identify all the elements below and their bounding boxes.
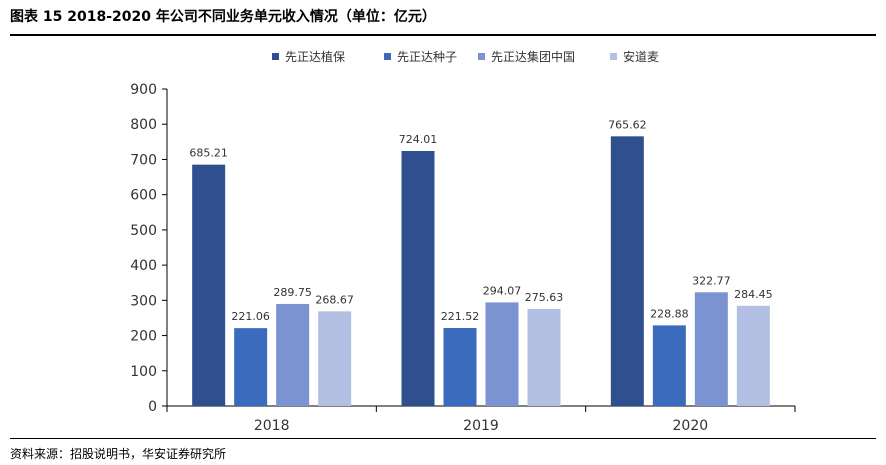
bar-2018-0 xyxy=(192,164,226,406)
bar-2019-2 xyxy=(485,302,519,406)
y-axis: 0 100 200 300 400 500 600 700 800 900 xyxy=(130,82,168,415)
bar-2020-3 xyxy=(736,305,770,406)
x-tick-label-0: 2018 xyxy=(254,418,290,434)
y-tick-label-5: 500 xyxy=(130,223,157,239)
data-label-2018-0: 685.21 xyxy=(189,147,228,160)
data-label-2020-1: 228.88 xyxy=(650,307,689,320)
data-label-2018-1: 221.06 xyxy=(231,310,270,323)
data-label-2018-3: 268.67 xyxy=(315,293,354,306)
chart-legend: 先正达植保 先正达种子 先正达集团中国 安道麦 xyxy=(272,49,659,64)
x-tick-label-1: 2019 xyxy=(463,418,499,434)
y-tick-label-9: 900 xyxy=(130,82,157,98)
data-label-2019-3: 275.63 xyxy=(525,291,564,304)
bar-2018-1 xyxy=(234,328,268,406)
legend-label-2: 先正达集团中国 xyxy=(491,49,575,64)
x-axis: 2018 2019 2020 xyxy=(166,405,796,434)
bar-2020-0 xyxy=(610,136,644,407)
legend-label-3: 安道麦 xyxy=(623,49,659,64)
bar-2020-2 xyxy=(694,292,728,406)
bar-chart: 先正达植保 先正达种子 先正达集团中国 安道麦 0 100 200 300 400 500 600… xyxy=(130,49,796,434)
bar-2018-3 xyxy=(318,311,352,406)
y-tick-label-6: 600 xyxy=(130,188,157,204)
legend-swatch-1 xyxy=(384,53,391,60)
data-label-2020-0: 765.62 xyxy=(608,118,647,131)
data-label-2020-2: 322.77 xyxy=(692,274,731,287)
y-tick-label-7: 700 xyxy=(130,152,157,168)
bar-2019-3 xyxy=(527,308,561,406)
legend-swatch-3 xyxy=(610,53,617,60)
legend-label-0: 先正达植保 xyxy=(285,49,345,64)
y-tick-label-3: 300 xyxy=(130,293,157,309)
data-label-2019-0: 724.01 xyxy=(399,133,438,146)
y-tick-label-1: 100 xyxy=(130,364,157,380)
y-tick-label-0: 0 xyxy=(148,399,157,415)
figure-source: 资料来源：招股说明书，华安证券研究所 xyxy=(10,438,876,462)
data-label-2019-1: 221.52 xyxy=(441,310,480,323)
bar-2019-0 xyxy=(401,150,435,406)
x-tick-label-2: 2020 xyxy=(673,418,709,434)
bar-2019-1 xyxy=(443,327,477,406)
bar-2020-1 xyxy=(652,325,686,406)
figure-header: 图表 15 2018-2020 年公司不同业务单元收入情况（单位：亿元） xyxy=(10,0,876,36)
data-label-2020-3: 284.45 xyxy=(734,288,773,301)
bar-2018-2 xyxy=(276,303,310,406)
legend-swatch-0 xyxy=(272,53,279,60)
y-tick-label-8: 800 xyxy=(130,117,157,133)
y-tick-label-4: 400 xyxy=(130,258,157,274)
legend-swatch-2 xyxy=(478,53,485,60)
legend-label-1: 先正达种子 xyxy=(397,50,457,64)
data-label-2018-2: 289.75 xyxy=(273,286,312,299)
figure-title: 图表 15 2018-2020 年公司不同业务单元收入情况（单位：亿元） xyxy=(10,9,436,25)
y-tick-label-2: 200 xyxy=(130,329,157,345)
data-label-2019-2: 294.07 xyxy=(483,284,522,297)
